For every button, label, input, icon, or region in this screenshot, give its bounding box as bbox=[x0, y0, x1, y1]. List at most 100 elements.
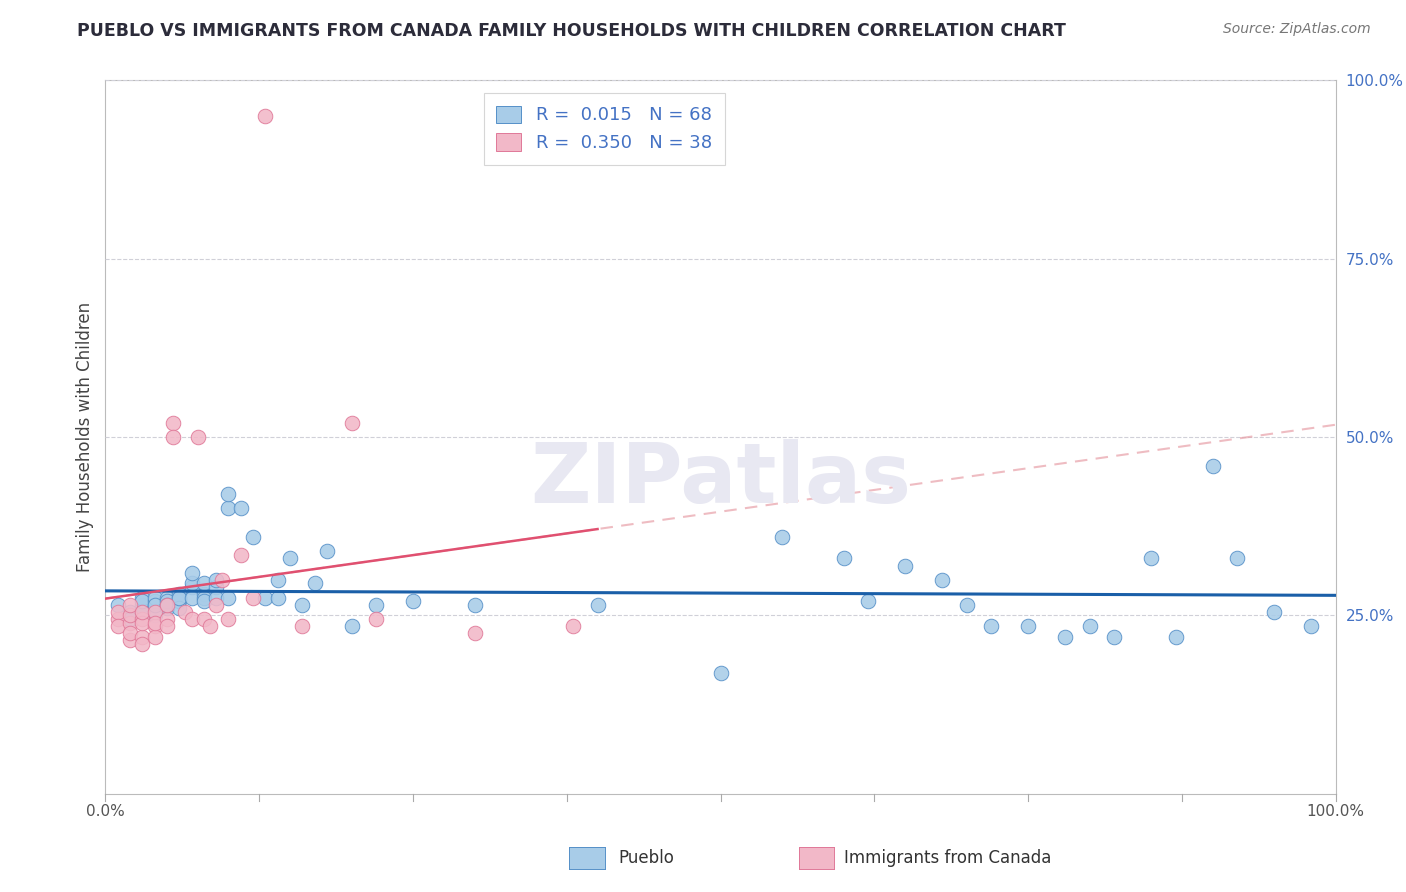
Point bbox=[198, 619, 221, 633]
Point bbox=[205, 591, 228, 605]
Point bbox=[193, 594, 215, 608]
Point bbox=[1078, 619, 1101, 633]
Point bbox=[340, 416, 363, 430]
Text: ZIPatlas: ZIPatlas bbox=[530, 440, 911, 520]
Point bbox=[169, 601, 191, 615]
Point bbox=[180, 591, 202, 605]
Point bbox=[254, 591, 277, 605]
Point bbox=[254, 109, 277, 123]
Point bbox=[169, 591, 191, 605]
Point bbox=[304, 576, 326, 591]
Point bbox=[120, 626, 141, 640]
Point bbox=[156, 612, 179, 626]
Point bbox=[156, 594, 179, 608]
Text: PUEBLO VS IMMIGRANTS FROM CANADA FAMILY HOUSEHOLDS WITH CHILDREN CORRELATION CHA: PUEBLO VS IMMIGRANTS FROM CANADA FAMILY … bbox=[77, 22, 1066, 40]
Point bbox=[131, 630, 153, 644]
Point bbox=[1140, 551, 1163, 566]
Point bbox=[205, 598, 228, 612]
Point bbox=[710, 665, 733, 680]
Point bbox=[107, 619, 129, 633]
Point bbox=[1226, 551, 1249, 566]
Point bbox=[193, 576, 215, 591]
Y-axis label: Family Households with Children: Family Households with Children bbox=[76, 302, 94, 572]
Point bbox=[107, 598, 129, 612]
Point bbox=[174, 605, 197, 619]
Point bbox=[1263, 605, 1285, 619]
Point bbox=[180, 576, 202, 591]
Point bbox=[131, 605, 153, 619]
Point bbox=[143, 591, 166, 605]
Point bbox=[770, 530, 793, 544]
Point bbox=[156, 598, 179, 612]
Point bbox=[858, 594, 880, 608]
Point bbox=[242, 530, 264, 544]
Point bbox=[120, 615, 141, 630]
Point bbox=[187, 430, 209, 444]
Point bbox=[120, 608, 141, 623]
Point bbox=[291, 598, 314, 612]
Point bbox=[894, 558, 917, 573]
Point bbox=[229, 548, 252, 562]
Point bbox=[931, 573, 953, 587]
Point bbox=[143, 605, 166, 619]
Point bbox=[156, 598, 179, 612]
Point bbox=[980, 619, 1002, 633]
Point bbox=[205, 573, 228, 587]
Point bbox=[832, 551, 855, 566]
Point bbox=[180, 580, 202, 594]
Point bbox=[180, 612, 202, 626]
Point bbox=[1054, 630, 1077, 644]
Point bbox=[131, 615, 153, 630]
Point bbox=[1164, 630, 1187, 644]
Point bbox=[211, 573, 233, 587]
Point bbox=[562, 619, 585, 633]
Point bbox=[120, 598, 141, 612]
Legend: R =  0.015   N = 68, R =  0.350   N = 38: R = 0.015 N = 68, R = 0.350 N = 38 bbox=[484, 93, 724, 165]
Point bbox=[131, 605, 153, 619]
Point bbox=[340, 619, 363, 633]
Point bbox=[156, 598, 179, 612]
Text: Immigrants from Canada: Immigrants from Canada bbox=[844, 849, 1050, 867]
Point bbox=[143, 619, 166, 633]
Point bbox=[267, 573, 290, 587]
Point bbox=[169, 587, 191, 601]
Point bbox=[131, 612, 153, 626]
Point bbox=[131, 594, 153, 608]
Point bbox=[143, 598, 166, 612]
Point bbox=[1102, 630, 1125, 644]
Point bbox=[193, 587, 215, 601]
Point bbox=[156, 619, 179, 633]
Point bbox=[464, 598, 486, 612]
Point bbox=[162, 416, 184, 430]
Point bbox=[169, 591, 191, 605]
Point bbox=[205, 580, 228, 594]
Point bbox=[1202, 458, 1225, 473]
Point bbox=[242, 591, 264, 605]
Point bbox=[267, 591, 290, 605]
Point bbox=[315, 544, 337, 558]
Point bbox=[366, 598, 388, 612]
Point bbox=[162, 430, 184, 444]
Point bbox=[193, 591, 215, 605]
Point bbox=[1301, 619, 1323, 633]
Point bbox=[218, 612, 240, 626]
Point bbox=[956, 598, 979, 612]
Point bbox=[218, 501, 240, 516]
Point bbox=[291, 619, 314, 633]
Point bbox=[107, 612, 129, 626]
Point bbox=[218, 487, 240, 501]
Point bbox=[143, 615, 166, 630]
Point bbox=[193, 612, 215, 626]
Point bbox=[1017, 619, 1039, 633]
Point bbox=[586, 598, 609, 612]
Point bbox=[143, 598, 166, 612]
Point bbox=[131, 591, 153, 605]
Point bbox=[180, 566, 202, 580]
Point bbox=[169, 594, 191, 608]
Point bbox=[120, 633, 141, 648]
Point bbox=[218, 591, 240, 605]
Point bbox=[131, 598, 153, 612]
Point bbox=[156, 591, 179, 605]
Point bbox=[464, 626, 486, 640]
Point bbox=[107, 605, 129, 619]
